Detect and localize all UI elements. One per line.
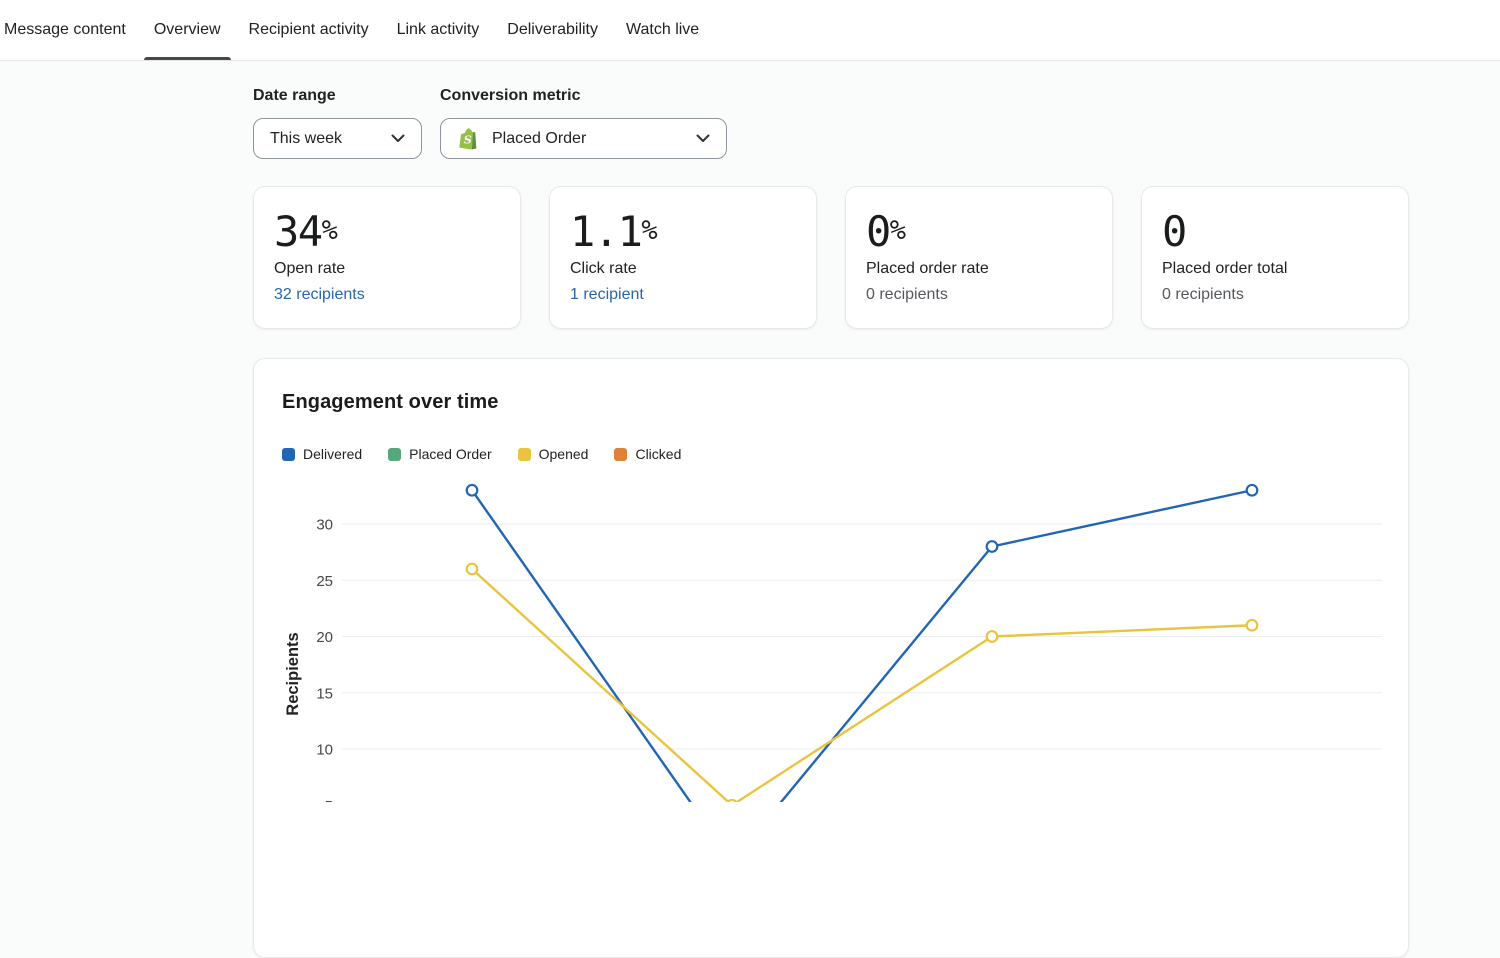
tab-recipient-activity[interactable]: Recipient activity — [239, 0, 379, 60]
metric-card-click-rate: 1.1% Click rate 1 recipient — [549, 186, 817, 329]
legend-item-opened[interactable]: Opened — [517, 446, 589, 462]
legend-swatch-icon — [282, 447, 295, 461]
metric-label: Placed order rate — [866, 260, 989, 277]
tab-label: Watch live — [626, 21, 700, 38]
metric-value: 0 — [1162, 207, 1187, 256]
tab-message-content[interactable]: Message content — [4, 0, 136, 60]
metric-recipients-text: 0 recipients — [866, 286, 948, 303]
shopify-icon: S — [457, 126, 482, 151]
svg-text:25: 25 — [316, 573, 333, 590]
legend-swatch-icon — [517, 447, 531, 461]
legend-item-clicked[interactable]: Clicked — [614, 446, 681, 462]
metric-card-placed-order-total: 0 Placed order total 0 recipients — [1141, 186, 1409, 329]
tab-label: Overview — [153, 21, 221, 38]
chevron-down-icon — [391, 134, 405, 143]
date-range-label: Date range — [253, 87, 336, 104]
tab-label: Recipient activity — [248, 21, 369, 38]
filters-row: Date range This week Conversion metric — [253, 87, 727, 159]
tab-overview[interactable]: Overview — [143, 0, 231, 60]
svg-text:5: 5 — [325, 798, 333, 802]
tab-deliverability[interactable]: Deliverability — [497, 0, 608, 60]
tab-label: Deliverability — [507, 21, 598, 38]
date-range-value: This week — [270, 129, 343, 147]
legend-label: Opened — [538, 446, 589, 462]
legend-swatch-icon — [614, 447, 628, 461]
report-tab-bar: Message content Overview Recipient activ… — [0, 0, 1500, 61]
legend-item-placed-order[interactable]: Placed Order — [388, 446, 492, 462]
metric-label: Click rate — [570, 260, 637, 277]
metric-value: 1.1% — [570, 207, 658, 256]
chart-title: Engagement over time — [282, 391, 499, 413]
legend-item-delivered[interactable]: Delivered — [282, 446, 362, 462]
tab-watch-live[interactable]: Watch live — [616, 0, 709, 60]
chart-legend: Delivered Placed Order Opened Clicked — [282, 446, 1380, 462]
legend-label: Placed Order — [409, 446, 492, 462]
chevron-down-icon — [696, 134, 710, 143]
svg-text:10: 10 — [316, 742, 333, 759]
metric-label: Placed order total — [1162, 260, 1288, 277]
conversion-metric-select[interactable]: S Placed Order — [440, 118, 727, 159]
metric-value: 0% — [866, 207, 907, 256]
tab-label: Message content — [4, 21, 126, 38]
svg-text:S: S — [464, 133, 472, 147]
svg-text:30: 30 — [316, 517, 333, 534]
metric-cards-row: 34% Open rate 32 recipients 1.1% Click r… — [253, 186, 1409, 329]
legend-swatch-icon — [388, 447, 402, 461]
engagement-line-chart: 30 25 20 15 10 5 Recipients — [284, 483, 1382, 802]
metric-recipients-link[interactable]: 1 recipient — [570, 286, 644, 303]
conversion-metric-label: Conversion metric — [440, 87, 581, 104]
legend-label: Delivered — [303, 446, 363, 462]
overview-content: Date range This week Conversion metric — [0, 61, 1500, 958]
metric-label: Open rate — [274, 260, 346, 277]
conversion-metric-group: Conversion metric S Placed Order — [440, 87, 727, 159]
legend-label: Clicked — [635, 446, 682, 462]
metric-recipients-link[interactable]: 32 recipients — [274, 286, 365, 303]
metric-value: 34% — [274, 207, 338, 256]
conversion-metric-value: Placed Order — [492, 129, 587, 147]
tab-link-activity[interactable]: Link activity — [387, 0, 490, 60]
svg-text:15: 15 — [316, 685, 333, 702]
svg-text:Recipients: Recipients — [284, 632, 302, 715]
tab-label: Link activity — [396, 21, 480, 38]
date-range-select[interactable]: This week — [253, 118, 422, 159]
date-range-group: Date range This week — [253, 87, 422, 159]
svg-text:20: 20 — [316, 629, 333, 646]
metric-card-open-rate: 34% Open rate 32 recipients — [253, 186, 521, 329]
metric-recipients-text: 0 recipients — [1162, 286, 1244, 303]
metric-card-placed-order-rate: 0% Placed order rate 0 recipients — [845, 186, 1113, 329]
